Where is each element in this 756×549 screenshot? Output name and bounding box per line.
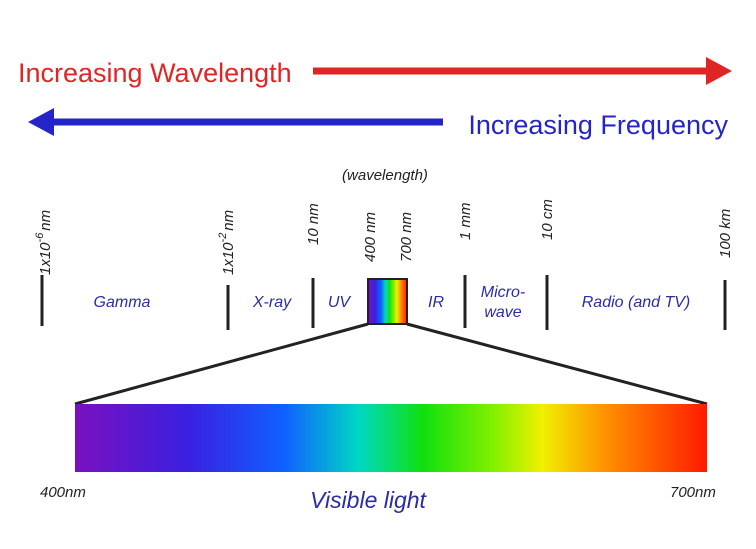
- tick-base: 1x10: [37, 242, 54, 275]
- region-label: Gamma: [94, 294, 151, 311]
- region-label: wave: [484, 304, 521, 321]
- wavelength-heading: Increasing Wavelength: [18, 58, 292, 88]
- tick-unit: nm: [37, 210, 54, 231]
- tick-unit: nm: [220, 210, 237, 231]
- tick-label: 100 km: [717, 209, 734, 258]
- region-label: X-ray: [252, 294, 292, 311]
- tick-label: 700 nm: [398, 212, 415, 262]
- tick-base: 10 cm: [539, 199, 556, 240]
- tick-base: 1x10: [220, 242, 237, 275]
- scale-title: (wavelength): [342, 167, 428, 184]
- tick-label: 400 nm: [362, 212, 379, 262]
- tick-label: 1x10-2 nm: [217, 210, 237, 275]
- zoom-line: [406, 322, 708, 406]
- region-label: Radio (and TV): [582, 294, 691, 311]
- region-label: UV: [328, 294, 352, 311]
- red-arrowhead: [706, 57, 732, 85]
- tick-base: 10 nm: [305, 203, 322, 245]
- dividers: [40, 275, 727, 330]
- tick-base: 1 mm: [457, 203, 474, 241]
- visible-band: [367, 278, 408, 325]
- blue-arrowhead: [28, 108, 54, 136]
- tick-label: 1x10-6nm: [34, 210, 54, 275]
- visible-start: 400nm: [40, 484, 86, 501]
- tick-base: 700 nm: [398, 212, 415, 262]
- tick-exponent: -6: [34, 232, 46, 243]
- region-label: IR: [428, 294, 444, 311]
- region-label: Micro-: [481, 284, 525, 301]
- tick-label: 1 mm: [457, 203, 474, 241]
- visible-spectrum: [75, 404, 707, 472]
- tick-base: 400 nm: [362, 212, 379, 262]
- visible-label: Visible light: [310, 487, 428, 513]
- tick-label: 10 cm: [539, 199, 556, 240]
- tick-base: 100 km: [717, 209, 734, 258]
- tick-label: 10 nm: [305, 203, 322, 245]
- zoom-line: [74, 322, 369, 406]
- visible-end: 700nm: [670, 484, 716, 501]
- tick-exponent: -2: [217, 233, 229, 243]
- frequency-heading: Increasing Frequency: [468, 110, 728, 140]
